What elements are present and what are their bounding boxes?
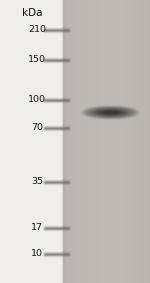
Text: 70: 70: [31, 123, 43, 132]
Text: kDa: kDa: [22, 8, 42, 18]
Text: 100: 100: [28, 95, 46, 104]
Text: 35: 35: [31, 177, 43, 186]
Text: 210: 210: [28, 25, 46, 35]
Text: 10: 10: [31, 250, 43, 258]
Text: 150: 150: [28, 55, 46, 65]
Text: 17: 17: [31, 224, 43, 233]
